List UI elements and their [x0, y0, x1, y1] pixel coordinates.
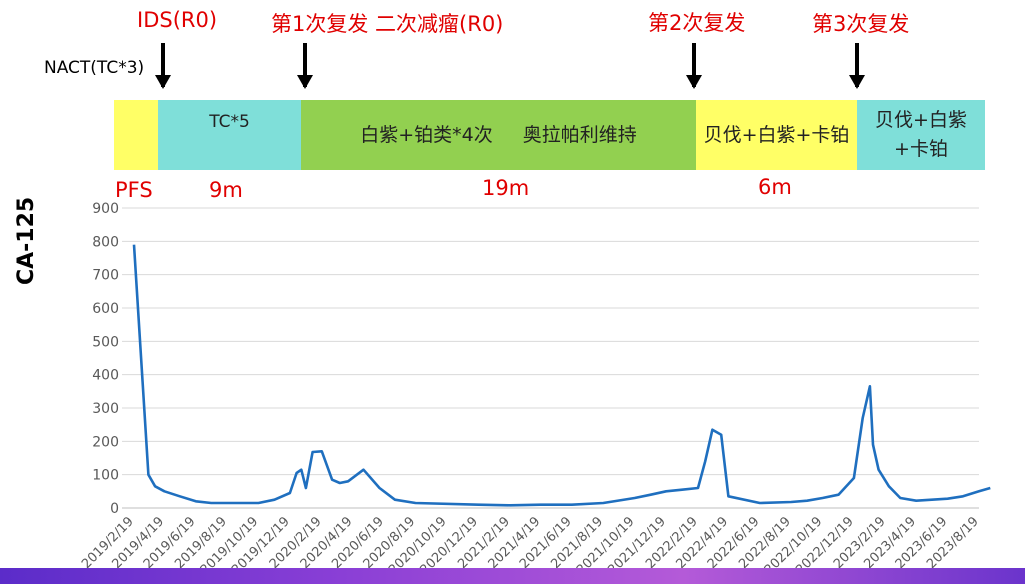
duration-6m: 6m: [758, 175, 792, 199]
segment-olaparib-label: 奥拉帕利维持: [522, 123, 637, 146]
recurrence2-event-label: 第2次复发: [648, 11, 746, 35]
y-tick-label: 700: [92, 268, 119, 284]
timeline-segment-platinum-olaparib: 白紫+铂类*4次 奥拉帕利维持: [301, 100, 696, 170]
ca125-series-line: [132, 244, 991, 507]
timeline-segment-tc: TC*5: [158, 100, 301, 170]
timeline-segment-bev-regimen-2: 贝伐+白紫+卡铂: [857, 100, 985, 170]
duration-9m: 9m: [209, 178, 243, 202]
y-tick-label: 0: [110, 501, 119, 517]
y-tick-label: 200: [92, 434, 119, 450]
footer-gradient-bar: [0, 568, 1025, 584]
ca125-line-chart: 01002003004005006007008009002019/2/19201…: [79, 201, 991, 570]
pfs-label: PFS: [115, 178, 153, 202]
segment-platinum-label: 白紫+铂类*4次: [360, 123, 493, 146]
y-tick-label: 100: [92, 468, 119, 484]
ids-arrow: [155, 43, 171, 89]
y-tick-label: 900: [92, 201, 119, 217]
timeline-segment-bev-regimen-1: 贝伐+白紫+卡铂: [696, 100, 857, 170]
ids-event-label: IDS(R0): [137, 8, 218, 32]
recurrence1-event-label: 第1次复发 二次减瘤(R0): [271, 12, 504, 36]
recurrence1-arrow: [297, 43, 313, 89]
nact-label: NACT(TC*3): [44, 58, 145, 78]
y-tick-label: 500: [92, 334, 119, 350]
timeline-segment-nact: [114, 100, 158, 170]
y-tick-label: 800: [92, 234, 119, 250]
recurrence3-arrow: [849, 43, 865, 89]
recurrence3-event-label: 第3次复发: [812, 12, 910, 36]
recurrence2-arrow: [686, 43, 702, 89]
duration-19m: 19m: [482, 176, 530, 200]
y-tick-label: 400: [92, 368, 119, 384]
segment-tc-label: TC*5: [209, 112, 250, 132]
y-tick-label: 300: [92, 401, 119, 417]
y-tick-label: 600: [92, 301, 119, 317]
